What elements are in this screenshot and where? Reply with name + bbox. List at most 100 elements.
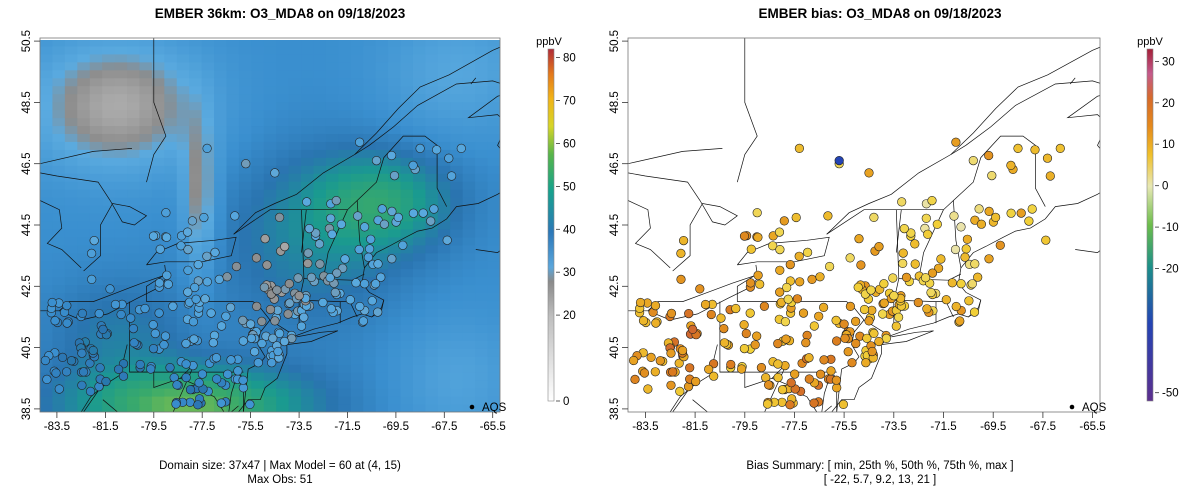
bias-station-point <box>803 247 813 257</box>
grid-cell <box>151 133 165 142</box>
grid-cell <box>288 117 302 127</box>
grid-cell <box>114 125 128 134</box>
grid-cell <box>487 109 500 119</box>
y-tick-label: 38.5 <box>21 398 33 420</box>
grid-cell <box>127 300 140 310</box>
grid-cell <box>313 372 327 381</box>
aqs-station-point <box>197 369 207 379</box>
grid-cell <box>276 77 290 87</box>
grid-cell <box>450 388 464 397</box>
bias-footer-line2: [ -22, 5.7, 9.2, 13, 21 ] <box>823 474 937 486</box>
grid-cell <box>276 141 290 150</box>
grid-cell <box>425 45 439 55</box>
bias-station-point <box>1042 153 1053 163</box>
bias-station-point <box>678 236 689 246</box>
grid-cell <box>238 205 252 214</box>
grid-cell <box>89 396 103 405</box>
grid-cell <box>64 85 78 95</box>
grid-cell <box>52 364 66 373</box>
aqs-station-point <box>238 336 248 346</box>
grid-cell <box>338 284 352 294</box>
bias-station-point <box>913 297 923 308</box>
grid-cell <box>350 396 364 405</box>
grid-cell <box>251 205 265 214</box>
grid-cell <box>462 197 476 206</box>
grid-cell <box>475 236 489 246</box>
grid-cell <box>437 228 451 238</box>
aqs-station-point <box>208 338 218 348</box>
grid-cell <box>176 268 190 278</box>
grid-cell <box>388 348 402 357</box>
grid-cell <box>64 292 78 302</box>
aqs-station-point <box>230 211 240 221</box>
grid-cell <box>388 109 402 119</box>
grid-cell <box>437 165 451 174</box>
grid-cell <box>325 244 339 254</box>
map-boundary-line <box>692 399 708 412</box>
grid-cell <box>450 364 464 373</box>
bias-station-point <box>688 324 698 335</box>
aqs-station-point <box>429 204 439 214</box>
grid-cell <box>151 372 165 381</box>
bias-station-point <box>777 397 787 407</box>
grid-cell <box>388 268 402 278</box>
grid-cell <box>338 53 352 63</box>
grid-cell <box>64 93 78 103</box>
grid-cell <box>77 77 91 87</box>
map-boundary-line <box>826 154 952 235</box>
grid-cell <box>139 157 153 166</box>
grid-cell <box>214 45 227 55</box>
aqs-station-point <box>332 268 342 278</box>
grid-cell <box>114 133 128 142</box>
grid-cell <box>238 221 252 230</box>
grid-cell <box>189 149 203 158</box>
grid-cell <box>52 380 66 389</box>
grid-cell <box>475 149 489 158</box>
grid-cell <box>64 181 78 190</box>
aqs-station-point <box>360 279 370 289</box>
grid-cell <box>276 197 290 206</box>
grid-cell <box>462 260 476 270</box>
grid-cell <box>40 125 53 134</box>
grid-cell <box>375 53 389 63</box>
grid-cell <box>238 356 252 365</box>
grid-cell <box>164 268 178 278</box>
grid-cell <box>350 284 364 294</box>
grid-cell <box>201 324 215 333</box>
grid-cell <box>77 324 91 333</box>
y-tick-label: 48.5 <box>21 91 33 113</box>
grid-cell <box>437 173 451 182</box>
grid-cell <box>325 77 339 87</box>
grid-cell <box>89 197 103 206</box>
grid-cell <box>462 404 476 412</box>
grid-cell <box>288 61 302 71</box>
grid-cell <box>89 133 103 142</box>
bias-station-point <box>838 399 848 410</box>
grid-cell <box>313 38 327 47</box>
grid-cell <box>176 141 190 150</box>
grid-cell <box>139 268 153 278</box>
grid-cell <box>64 101 78 111</box>
grid-cell <box>251 228 265 238</box>
grid-cell <box>77 276 91 286</box>
grid-cell <box>400 149 414 158</box>
grid-cell <box>64 324 78 333</box>
grid-cell <box>325 117 339 127</box>
map-boundary-line <box>895 209 902 253</box>
grid-cell <box>263 181 277 190</box>
grid-cell <box>139 316 153 325</box>
grid-cell <box>214 157 227 166</box>
grid-cell <box>350 268 364 278</box>
grid-cell <box>114 181 128 190</box>
grid-cell <box>325 292 339 302</box>
bias-station-point <box>780 317 790 327</box>
grid-cell <box>375 284 389 294</box>
aqs-station-point <box>140 303 150 314</box>
grid-cell <box>437 316 451 325</box>
aqs-station-point <box>280 242 290 252</box>
grid-cell <box>338 324 352 333</box>
grid-cell <box>52 85 66 95</box>
grid-cell <box>363 45 377 55</box>
grid-cell <box>263 364 277 373</box>
grid-cell <box>301 213 315 222</box>
